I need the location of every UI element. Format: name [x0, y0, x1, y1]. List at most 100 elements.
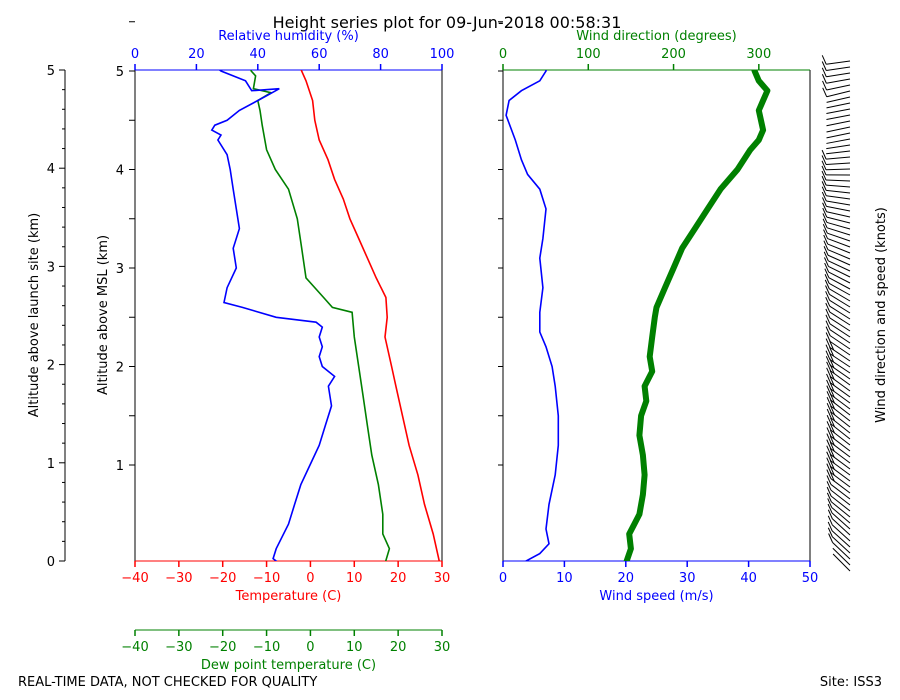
wind-barb-flag [822, 218, 828, 229]
wind-barb [829, 317, 851, 332]
dewpoint-tick-label: 20 [390, 640, 407, 655]
wind-barb [828, 271, 851, 284]
wind-barb [825, 179, 851, 182]
outer-altitude-tick-label: 0 [47, 555, 55, 570]
wind-barb [827, 232, 851, 242]
wind-barb-flag [821, 149, 827, 160]
dewpoint-tick-label: 10 [346, 640, 363, 655]
wind-barb-flag [822, 202, 828, 212]
footer-left: REAL-TIME DATA, NOT CHECKED FOR QUALITY [18, 675, 317, 690]
wind-barb-flag [821, 170, 827, 181]
outer-altitude-tick-label: 3 [47, 260, 55, 275]
wind-barb-flag [829, 435, 835, 446]
wind-barb [830, 484, 851, 500]
dewpoint-tick-label: −30 [165, 640, 192, 655]
wind-barb-flag [825, 320, 831, 330]
wind-barb-flag [830, 405, 835, 416]
temperature-tick-label: 30 [434, 571, 451, 586]
wind-barb [826, 184, 851, 188]
wind-barb-flag [821, 165, 827, 176]
wdir-tick-label: 200 [661, 47, 686, 62]
wind-barb [829, 299, 851, 314]
wind-barb-flag [826, 414, 832, 425]
temperature-tick-label: −20 [209, 571, 236, 586]
wind-barb-flag [824, 279, 830, 290]
outer-altitude-tick-label: 4 [47, 162, 55, 177]
wind-barb [829, 335, 851, 350]
wind-barb-flag [827, 515, 833, 526]
wind-panel: 0 10 20 30 40 50 Wind speed (m/s) 0 100 200 300 Win… [498, 21, 819, 604]
wspd-tick-label: 50 [802, 571, 819, 586]
wind-barb-flag [823, 240, 829, 250]
dewpoint-tick-label: 0 [306, 640, 314, 655]
wind-barb [827, 238, 851, 248]
wind-barb-flag [823, 246, 829, 256]
wind-barb-flag [825, 338, 831, 348]
wind-barb [831, 536, 851, 554]
msl-altitude-tick-label: 3 [116, 262, 124, 277]
wind-barb-flag [829, 465, 835, 476]
wind-barb-flag [822, 87, 828, 97]
wind-barb-flag [826, 463, 832, 473]
wind-barb-flag [822, 207, 828, 218]
wind-barb-flag [829, 370, 835, 380]
wind-barb-flag [826, 361, 832, 372]
wind-speed-line [505, 70, 560, 561]
wind-barb-flag [821, 197, 827, 207]
wind-barb [827, 243, 851, 254]
outer-altitude-tick-label: 2 [47, 359, 55, 374]
wind-barb-flag [826, 469, 832, 479]
wspd-axis-label: Wind speed (m/s) [599, 589, 713, 604]
msl-altitude-label: Altitude above MSL (km) [96, 235, 111, 395]
wind-barb [831, 512, 851, 530]
wind-barb-flag [821, 67, 827, 78]
rh-tick-label: 40 [250, 47, 267, 62]
wind-barb [830, 489, 851, 506]
wind-barb-flag [827, 521, 833, 532]
wind-barb-flag [829, 442, 835, 452]
wind-barb-flag [825, 350, 831, 360]
wind-barb-flag [829, 460, 835, 470]
wdir-tick-label: 0 [499, 47, 507, 62]
rh-tick-label: 60 [311, 47, 328, 62]
wind-barb [828, 277, 851, 290]
wind-barb-flag [821, 74, 827, 84]
dewpoint-tick-label: −40 [121, 640, 148, 655]
wind-barb-flag [827, 498, 833, 508]
wind-barb-flag [828, 533, 834, 543]
wind-barb-flag [821, 155, 827, 165]
wind-barb-flag [826, 402, 832, 413]
wind-barb [832, 547, 851, 566]
barb-axis-label: Wind direction and speed (knots) [874, 207, 889, 423]
wind-barb-flag [826, 367, 832, 378]
wind-barb-flag [829, 423, 835, 434]
wind-barb-flag [822, 223, 828, 234]
wind-barb-flag [825, 302, 831, 313]
wind-barb-flag [830, 417, 836, 428]
wind-barb-flag [823, 251, 829, 262]
wind-barb [826, 205, 851, 212]
wind-barb [826, 84, 851, 91]
wind-barb-flag [826, 385, 832, 395]
rh-tick-label: 100 [430, 47, 455, 62]
wind-barb-flag [825, 308, 831, 319]
wind-barb [826, 216, 851, 224]
wind-direction-line [623, 70, 771, 561]
wind-barb [829, 323, 851, 338]
wind-barb [826, 102, 851, 109]
wind-barb [826, 195, 851, 200]
wind-barbs [821, 55, 851, 572]
wind-barb [828, 260, 851, 272]
wind-barb [826, 132, 851, 139]
wind-barb [830, 495, 851, 512]
wind-barb-flag [823, 234, 829, 245]
dewpoint-tick-label: 30 [434, 640, 451, 655]
wind-barb-flag [826, 492, 832, 503]
wspd-tick-label: 0 [499, 571, 507, 586]
wind-barb [826, 162, 851, 165]
wind-barb [826, 144, 851, 150]
wind-barb-flag [825, 285, 830, 295]
wind-barb-flag [829, 429, 835, 440]
plot-title: Height series plot for 09-Jun-2018 00:58… [273, 13, 622, 32]
wind-barb [829, 294, 851, 308]
